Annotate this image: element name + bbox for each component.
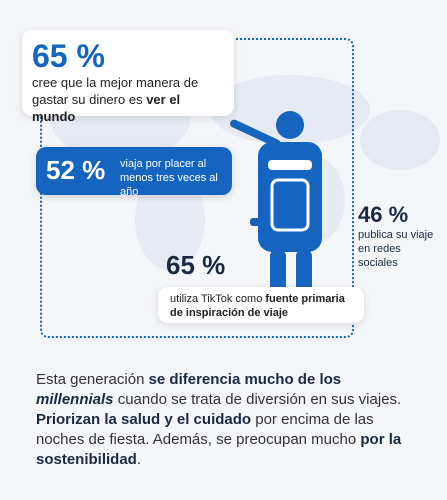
stat-text: cree que la mejor manera de gastar su di… [32, 75, 199, 124]
stat-social: 46 % publica su viaje en redes sociales [358, 202, 438, 270]
stat-text: viaja por placer al menos tres veces al … [120, 158, 218, 198]
stat-card-tiktok: utiliza TikTok como fuente primaria de i… [158, 287, 364, 323]
stat-value: 65 % [32, 38, 105, 74]
stat-text: publica su viaje en redes sociales [358, 229, 434, 269]
stat-value-tiktok: 65 % [166, 250, 226, 280]
stat-text: utiliza TikTok como fuente primaria de i… [170, 293, 345, 319]
traveler-icon [230, 111, 322, 320]
stat-card-world: 65 % cree que la mejor manera de gastar … [22, 30, 234, 124]
summary-paragraph: Esta generación se diferencia mucho de l… [36, 371, 402, 468]
stat-card-travel: 52 % viaja por placer al menos tres vece… [36, 147, 232, 198]
stat-value: 52 % [46, 155, 106, 185]
stat-value: 46 % [358, 202, 409, 227]
